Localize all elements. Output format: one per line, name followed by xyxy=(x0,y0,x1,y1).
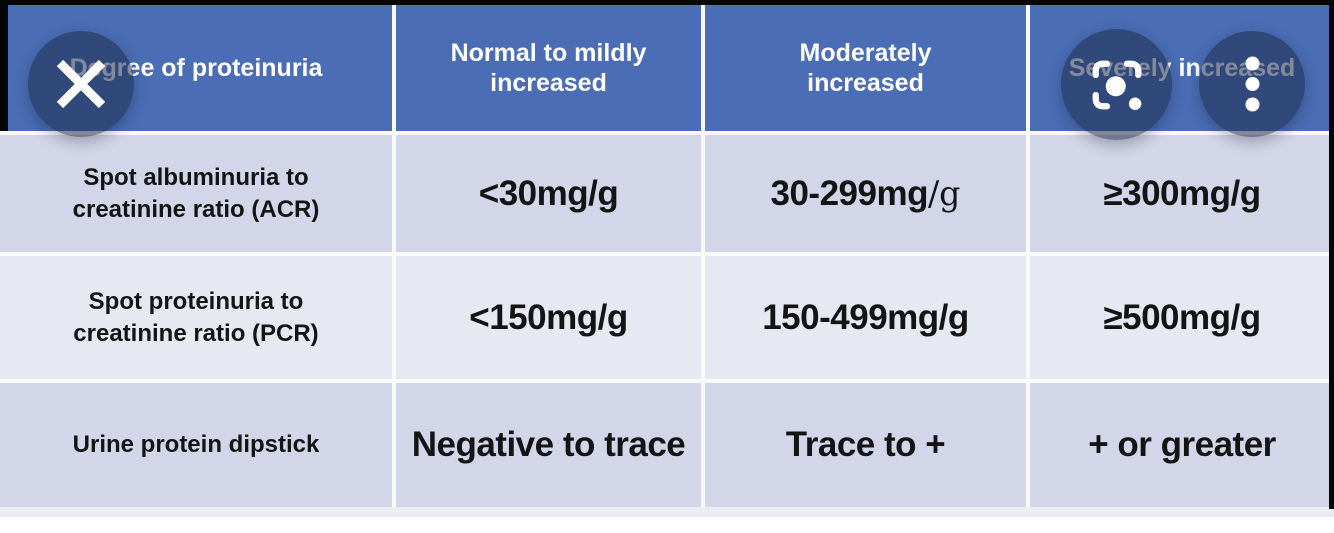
row-label-acr: Spot albuminuria to creatinine ratio (AC… xyxy=(0,135,392,252)
value-text: <30mg/g xyxy=(478,173,619,213)
photo-edge-top xyxy=(0,0,1334,5)
value-cell-dipstick-moderate: Trace to + xyxy=(705,383,1026,507)
row-label-text: Urine protein dipstick xyxy=(72,431,320,459)
value-cell-acr-moderate: 30-299mg/g xyxy=(705,135,1026,252)
value-cell-acr-severe: ≥300mg/g xyxy=(1030,135,1334,252)
photo-edge-right xyxy=(1329,0,1334,509)
value-suffix-text: /g xyxy=(927,174,961,213)
row-label-pcr: Spot proteinuria to creatinine ratio (PC… xyxy=(0,256,392,379)
header-label: Moderately increased xyxy=(799,38,932,98)
value-text: 150-499mg/g xyxy=(762,297,969,337)
photo-edge-left xyxy=(0,0,8,131)
value-cell-pcr-normal: <150mg/g xyxy=(396,256,701,379)
more-options-button[interactable] xyxy=(1199,31,1305,137)
value-text: Trace to + xyxy=(785,425,946,464)
header-label: Normal to mildly increased xyxy=(450,38,647,98)
value-text: <150mg/g xyxy=(469,297,628,337)
row-label-text: Spot albuminuria to creatinine ratio (AC… xyxy=(72,164,320,223)
value-text: ≥500mg/g xyxy=(1103,297,1261,337)
close-button[interactable] xyxy=(28,31,134,137)
value-text: Negative to trace xyxy=(411,425,686,464)
header-cell-normal: Normal to mildly increased xyxy=(396,5,701,131)
row-label-text: Spot proteinuria to creatinine ratio (PC… xyxy=(73,288,319,347)
value-text: + or greater xyxy=(1088,425,1276,464)
lens-button[interactable] xyxy=(1061,29,1172,140)
value-text: 30-299mg xyxy=(770,173,929,213)
header-cell-moderate: Moderately increased xyxy=(705,5,1026,131)
value-cell-pcr-moderate: 150-499mg/g xyxy=(705,256,1026,379)
lens-icon xyxy=(1087,55,1147,115)
slide-bottom-margin xyxy=(0,507,1334,517)
close-icon xyxy=(52,55,110,113)
value-cell-acr-normal: <30mg/g xyxy=(396,135,701,252)
value-cell-dipstick-normal: Negative to trace xyxy=(396,383,701,507)
value-cell-pcr-severe: ≥500mg/g xyxy=(1030,256,1334,379)
row-label-dipstick: Urine protein dipstick xyxy=(0,383,392,507)
value-cell-dipstick-severe: + or greater xyxy=(1030,383,1334,507)
value-text: ≥300mg/g xyxy=(1103,173,1261,213)
kebab-menu-icon xyxy=(1245,56,1260,112)
